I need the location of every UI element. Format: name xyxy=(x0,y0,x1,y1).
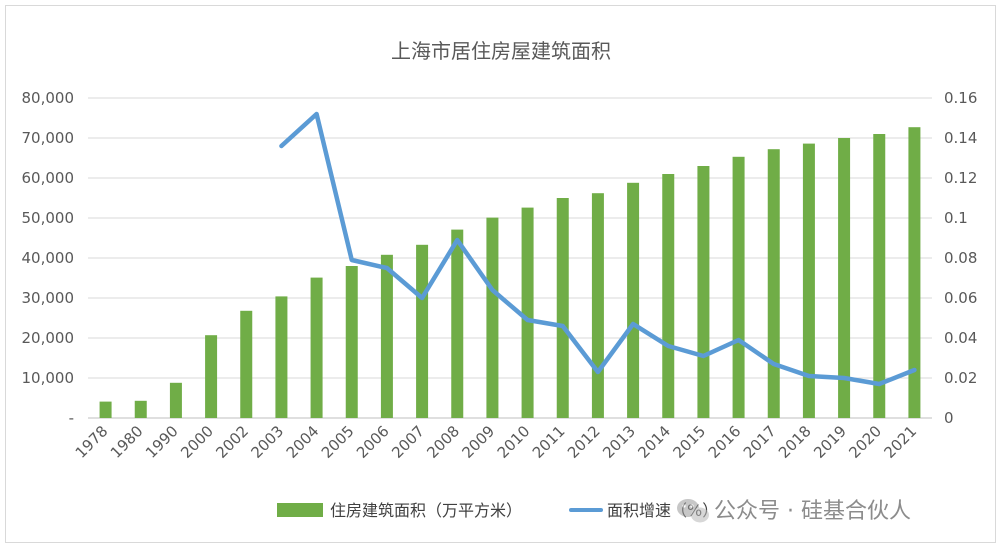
x-tick-label: 1978 xyxy=(72,422,112,462)
x-tick-label: 2000 xyxy=(177,422,217,462)
legend-swatch-bar xyxy=(277,503,323,517)
x-tick-label: 1980 xyxy=(107,422,147,462)
legend-label-bar: 住房建筑面积（万平方米） xyxy=(330,501,522,520)
growth-line xyxy=(279,111,917,387)
x-tick-label: 2013 xyxy=(599,422,639,462)
bar-2000 xyxy=(205,335,218,418)
x-tick-label: 2010 xyxy=(494,422,534,462)
y-right-tick-label: 0.12 xyxy=(944,169,977,187)
watermark: 公众号 · 硅基合伙人 xyxy=(677,499,911,524)
bar-2007 xyxy=(416,244,429,418)
bar-1980 xyxy=(134,400,147,418)
y-right-tick-label: 0.04 xyxy=(944,329,977,347)
bar-series xyxy=(99,127,921,419)
y-left-tick-label: 70,000 xyxy=(22,129,75,147)
y-right-tick-label: 0 xyxy=(944,409,954,427)
x-tick-label: 2015 xyxy=(670,422,710,462)
y-left-tick-label: 50,000 xyxy=(22,209,75,227)
x-tick-label: 2002 xyxy=(212,422,252,462)
x-tick-label: 2004 xyxy=(283,422,323,462)
bar-2020 xyxy=(873,134,886,418)
x-tick-label: 2020 xyxy=(845,422,885,462)
x-tick-label: 2019 xyxy=(810,422,850,462)
x-tick-label: 2005 xyxy=(318,422,358,462)
x-tick-label: 1990 xyxy=(142,422,182,462)
line-series xyxy=(279,111,917,387)
bar-2017 xyxy=(767,149,780,418)
x-tick-label: 2006 xyxy=(353,422,393,462)
y-left-tick-label: 60,000 xyxy=(22,169,75,187)
bar-2014 xyxy=(662,174,675,418)
bar-2013 xyxy=(627,182,640,418)
bar-2015 xyxy=(697,166,710,418)
bar-2021 xyxy=(908,127,921,418)
legend: 住房建筑面积（万平方米） 面积增速（%） xyxy=(277,501,718,520)
x-tick-label: 2017 xyxy=(740,422,780,462)
bar-2018 xyxy=(802,143,815,418)
wechat-icon xyxy=(677,499,709,523)
bar-2011 xyxy=(556,198,569,418)
x-tick-label: 2012 xyxy=(564,422,604,462)
x-tick-label: 2011 xyxy=(529,422,569,462)
x-tick-label: 2016 xyxy=(705,422,745,462)
y-axis-right: 0 0.02 0.04 0.06 0.08 0.1 0.12 0.14 0.16 xyxy=(944,89,977,427)
bar-2002 xyxy=(240,310,253,418)
y-right-tick-label: 0.14 xyxy=(944,129,977,147)
gridlines xyxy=(88,97,932,419)
bar-2010 xyxy=(521,207,534,418)
x-tick-label: 2021 xyxy=(881,422,921,462)
bar-1990 xyxy=(169,382,182,418)
chart-frame xyxy=(5,5,996,543)
watermark-text: 公众号 · 硅基合伙人 xyxy=(714,499,911,524)
bar-2009 xyxy=(486,217,499,418)
bar-2008 xyxy=(451,229,464,418)
y-left-tick-label: 30,000 xyxy=(22,289,75,307)
bar-2003 xyxy=(275,296,288,418)
y-right-tick-label: 0.16 xyxy=(944,89,977,107)
y-left-tick-label: 80,000 xyxy=(22,89,75,107)
bar-1978 xyxy=(99,401,112,418)
y-right-tick-label: 0.08 xyxy=(944,249,977,267)
x-tick-label: 2008 xyxy=(423,422,463,462)
y-right-tick-label: 0.1 xyxy=(944,209,968,227)
y-left-tick-label: 20,000 xyxy=(22,329,75,347)
y-right-tick-label: 0.06 xyxy=(944,289,977,307)
y-left-tick-label: 40,000 xyxy=(22,249,75,267)
bar-2006 xyxy=(380,254,393,418)
bar-2019 xyxy=(838,138,851,418)
x-axis: 1978198019902000200220032004200520062007… xyxy=(72,422,921,462)
y-left-tick-label: - xyxy=(69,409,74,427)
bar-2016 xyxy=(732,156,745,419)
y-left-tick-label: 10,000 xyxy=(22,369,75,387)
x-tick-label: 2018 xyxy=(775,422,815,462)
x-tick-label: 2014 xyxy=(634,422,674,462)
bar-2004 xyxy=(310,277,323,418)
bar-2012 xyxy=(591,193,604,418)
x-tick-label: 2003 xyxy=(248,422,288,462)
y-right-tick-label: 0.02 xyxy=(944,369,977,387)
bar-2005 xyxy=(345,266,358,418)
chart-title: 上海市居住房屋建筑面积 xyxy=(391,39,611,63)
x-tick-label: 2009 xyxy=(459,422,499,462)
y-axis-left: - 10,000 20,000 30,000 40,000 50,000 60,000 70,… xyxy=(22,89,75,427)
x-tick-label: 2007 xyxy=(388,422,428,462)
